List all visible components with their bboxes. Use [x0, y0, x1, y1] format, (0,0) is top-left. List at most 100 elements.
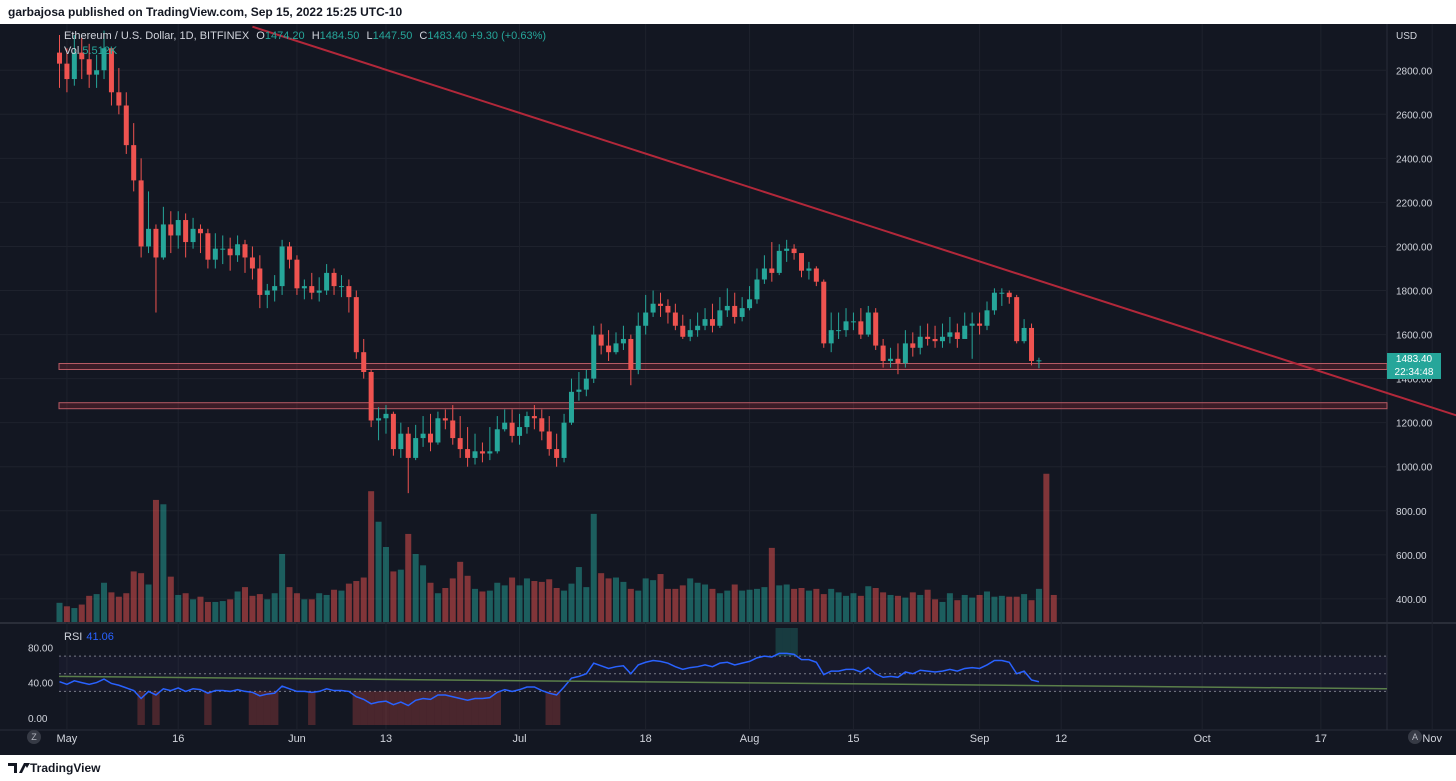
price-tick-label: 2600.00: [1396, 110, 1433, 121]
candle-body: [561, 422, 567, 458]
candle-body: [316, 290, 322, 293]
volume-label: Vol: [64, 45, 80, 57]
candle-body: [131, 145, 137, 181]
volume-bar: [323, 594, 330, 622]
candle-body: [546, 431, 552, 450]
candle: [858, 308, 864, 339]
candle-body: [591, 334, 597, 379]
grid: [0, 24, 1456, 731]
volume-bar: [984, 591, 990, 622]
volume-bar: [553, 587, 560, 622]
time-tick-label: May: [57, 733, 78, 745]
price-tick-label: 2400.00: [1396, 154, 1433, 165]
candle-body: [799, 253, 804, 271]
auto-scale-badge[interactable]: A: [1408, 730, 1422, 744]
rsi-oversold-mark: [434, 691, 442, 725]
candle: [131, 123, 137, 192]
volume-bar: [872, 587, 879, 622]
volume-bar: [783, 584, 790, 622]
close-value: 1483.40: [427, 30, 468, 42]
volume-bar: [887, 594, 894, 622]
candle: [309, 272, 315, 300]
candle-body: [1006, 292, 1012, 298]
rsi-oversold-mark: [204, 691, 212, 725]
rsi-oversold-mark: [270, 691, 279, 725]
candle: [383, 405, 389, 434]
candle-body: [101, 48, 107, 71]
candle-body: [465, 449, 471, 458]
candle: [138, 158, 144, 258]
volume-bar: [234, 591, 241, 622]
volume-bars: [56, 473, 1057, 622]
high-label: H: [311, 30, 320, 42]
support-zones: [58, 363, 1388, 410]
candle-body: [888, 358, 894, 361]
candle-body: [747, 299, 753, 309]
candle: [472, 433, 478, 465]
price-tick-label: 800.00: [1396, 507, 1427, 518]
candle: [353, 290, 359, 359]
volume-bar: [850, 593, 857, 622]
candle: [606, 330, 612, 361]
candle-body: [1014, 297, 1020, 342]
volume-bar: [917, 594, 924, 622]
volume-bar: [664, 588, 671, 622]
volume-bar: [271, 593, 278, 622]
candle-body: [153, 228, 159, 258]
candle-body: [695, 325, 701, 331]
candle: [754, 268, 760, 304]
volume-bar: [316, 593, 323, 622]
candle: [902, 330, 908, 368]
candle-body: [487, 451, 493, 454]
candle-body: [435, 418, 441, 443]
candle: [146, 191, 152, 254]
candle-body: [739, 308, 745, 317]
current-price: 1483.40: [1395, 354, 1433, 366]
volume-bar: [716, 593, 723, 622]
volume-bar: [56, 602, 63, 622]
volume-bar: [397, 569, 404, 622]
candle: [197, 224, 203, 254]
log-scale-badge[interactable]: Z: [27, 730, 41, 744]
candle-body: [568, 391, 574, 423]
volume-bar: [924, 589, 931, 622]
candle: [561, 413, 567, 463]
candle: [71, 35, 77, 86]
volume-bar: [204, 601, 211, 622]
volume-bar: [776, 585, 783, 622]
candle-body: [628, 338, 634, 370]
candles: [57, 30, 1042, 494]
candle-body: [272, 286, 278, 291]
rsi-oversold-mark: [441, 691, 450, 725]
volume-bar: [894, 595, 901, 622]
low-value: 1447.50: [372, 30, 413, 42]
rsi-oversold-mark: [456, 691, 464, 725]
rsi-oversold-mark: [137, 691, 145, 725]
volume-bar: [1021, 594, 1028, 622]
candle: [680, 314, 686, 339]
candle: [695, 312, 701, 337]
volume-bar: [264, 599, 271, 622]
volume-bar: [123, 593, 130, 622]
volume-bar: [843, 595, 850, 622]
volume-bar: [442, 587, 449, 622]
candle: [257, 255, 263, 309]
candle: [1014, 294, 1020, 344]
volume-bar: [857, 595, 864, 622]
volume-bar: [976, 594, 983, 622]
chart-canvas[interactable]: 2800.00 2600.00 2400.00 2200.00 2000.00 1800.…: [0, 24, 1456, 755]
volume-bar: [687, 578, 694, 622]
rsi-value: 41.06: [86, 631, 114, 643]
rsi-oversold-mark: [256, 691, 264, 725]
chart-legend: Ethereum / U.S. Dollar, 1D, BITFINEX O14…: [64, 30, 546, 42]
candle: [865, 305, 871, 337]
candle: [338, 275, 344, 298]
volume-bar: [479, 591, 486, 622]
volume-bar: [501, 585, 508, 622]
price-tick-label: 1200.00: [1396, 419, 1433, 430]
volume-bar: [998, 595, 1005, 622]
candle: [435, 411, 441, 445]
rsi-oversold-mark: [471, 691, 479, 725]
candle: [687, 319, 693, 342]
rsi-oversold-mark: [248, 691, 257, 725]
